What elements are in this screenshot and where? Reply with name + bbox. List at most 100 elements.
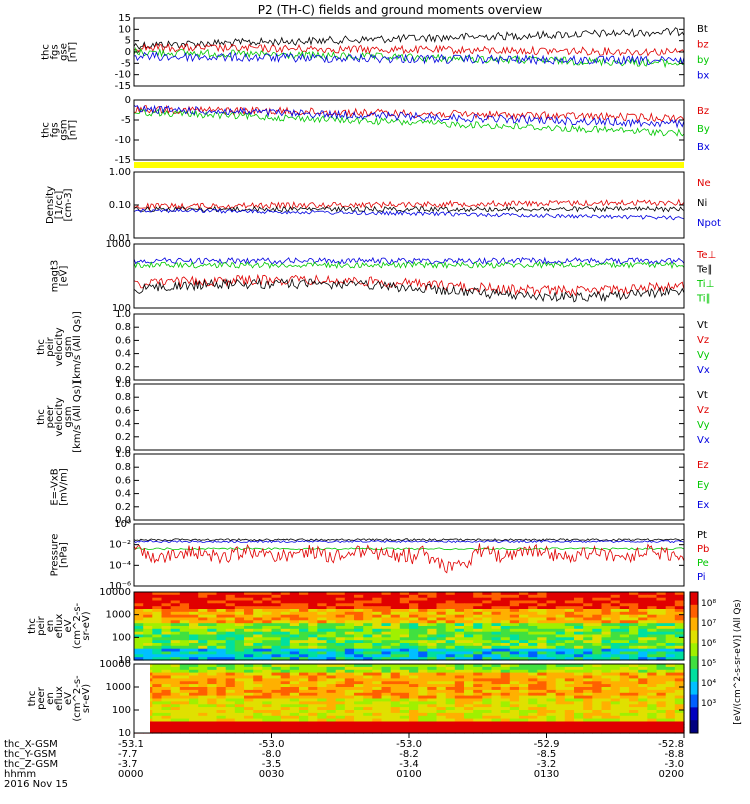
y-tick-label: -5 (121, 58, 131, 69)
spectrogram-cell (528, 710, 538, 714)
spectrogram-cell (555, 626, 566, 630)
spectrogram-cell (610, 710, 621, 714)
spectrogram-cell (207, 675, 218, 679)
spectrogram-cell (179, 657, 190, 661)
spectrogram-cell (436, 594, 447, 599)
spectrogram-cell (564, 654, 575, 658)
spectrogram-cell (280, 689, 291, 694)
spectrogram-cell (445, 617, 456, 621)
spectrogram-cell (674, 637, 685, 641)
spectrogram-cell (372, 721, 383, 725)
spectrogram-cell (280, 634, 291, 638)
spectrogram-cell (289, 681, 300, 685)
spectrogram-cell (335, 645, 346, 650)
spectrogram-cell (271, 637, 282, 641)
spectrogram-cell (445, 643, 456, 647)
spectrogram-cell (326, 698, 337, 702)
spectrogram-cell (216, 645, 227, 650)
spectrogram-cell (363, 730, 373, 734)
spectrogram-cell (464, 603, 474, 607)
spectrogram-cell (161, 701, 172, 705)
spectrogram-cell (427, 672, 438, 677)
spectrogram-cell (537, 669, 548, 674)
spectrogram-cell (638, 611, 648, 616)
y-axis-label: fgs (50, 122, 61, 137)
spectrogram-cell (399, 715, 410, 720)
spectrogram-cell (216, 664, 227, 668)
spectrogram-cell (647, 640, 658, 644)
spectrogram-cell (647, 689, 658, 694)
spectrogram-cell (537, 710, 548, 714)
spectrogram-cell (564, 675, 575, 679)
spectrogram-cell (335, 614, 346, 619)
spectrogram-cell (473, 704, 483, 708)
spectrogram-cell (299, 609, 309, 613)
spectrogram-cell (574, 710, 584, 714)
spectrogram-cell (592, 664, 603, 668)
y-tick-label: 1000 (106, 239, 131, 250)
spectrogram-cell (454, 634, 465, 638)
spectrogram-cell (473, 718, 483, 723)
spectrogram-cell (335, 609, 346, 613)
spectrogram-cell (372, 724, 383, 728)
spectrogram-cell (482, 626, 493, 630)
spectrogram-cell (482, 727, 493, 731)
spectrogram-cell (216, 634, 227, 638)
spectrogram-cell (381, 603, 392, 607)
spectrogram-cell (519, 695, 529, 700)
spectrogram-cell (537, 698, 548, 702)
spectrogram-cell (234, 695, 245, 700)
spectrogram-cell (409, 594, 419, 599)
spectrogram-cell (473, 666, 483, 671)
spectrogram-cell (134, 654, 144, 658)
spectrogram-cell (482, 620, 493, 624)
spectrogram-cell (225, 592, 236, 596)
spectrogram-cell (610, 654, 621, 658)
spectrogram-cell (674, 609, 685, 613)
spectrogram-cell (363, 657, 373, 661)
spectrogram-cell (372, 666, 383, 671)
spectrogram-cell (601, 620, 612, 624)
spectrogram-cell (244, 600, 254, 604)
spectrogram-cell (216, 592, 227, 596)
spectrogram-cell (390, 715, 401, 720)
spectrogram-cell (189, 672, 199, 677)
spectrogram-cell (629, 648, 639, 653)
spectrogram-cell (381, 651, 392, 655)
spectrogram-cell (491, 712, 502, 717)
spectrogram-cell (244, 669, 254, 674)
legend-entry: bz (697, 40, 709, 51)
spectrogram-cell (583, 634, 593, 638)
spectrogram-cell (244, 718, 254, 723)
spectrogram-cell (491, 718, 502, 723)
spectrogram-cell (546, 684, 557, 688)
spectrogram-cell (647, 704, 658, 708)
spectrogram-cell (491, 698, 502, 702)
spectrogram-cell (656, 692, 667, 697)
spectrogram-cell (271, 704, 282, 708)
spectrogram-cell (629, 701, 639, 705)
spectrogram-cell (638, 648, 648, 653)
spectrogram-cell (528, 675, 538, 679)
spectrogram-cell (354, 689, 364, 694)
spectrogram-cell (482, 684, 493, 688)
spectrogram-cell (519, 698, 529, 702)
spectrogram-cell (436, 727, 447, 731)
spectrogram-cell (555, 715, 566, 720)
y-axis-label: peir (45, 336, 56, 356)
spectrogram-cell (629, 707, 639, 711)
spectrogram-cell (601, 611, 612, 616)
spectrogram-cell (427, 695, 438, 700)
panel-frame (133, 243, 685, 309)
spectrogram-cell (253, 631, 263, 636)
spectrogram-cell (289, 620, 300, 624)
spectrogram-cell (519, 704, 529, 708)
spectrogram-cell (647, 664, 658, 668)
panel-frame (133, 383, 685, 451)
spectrogram-cell (638, 592, 648, 596)
spectrogram-cell (271, 675, 282, 679)
spectrogram-cell (546, 678, 557, 682)
spectrogram-cell (234, 724, 245, 728)
spectrogram-cell (656, 640, 667, 644)
